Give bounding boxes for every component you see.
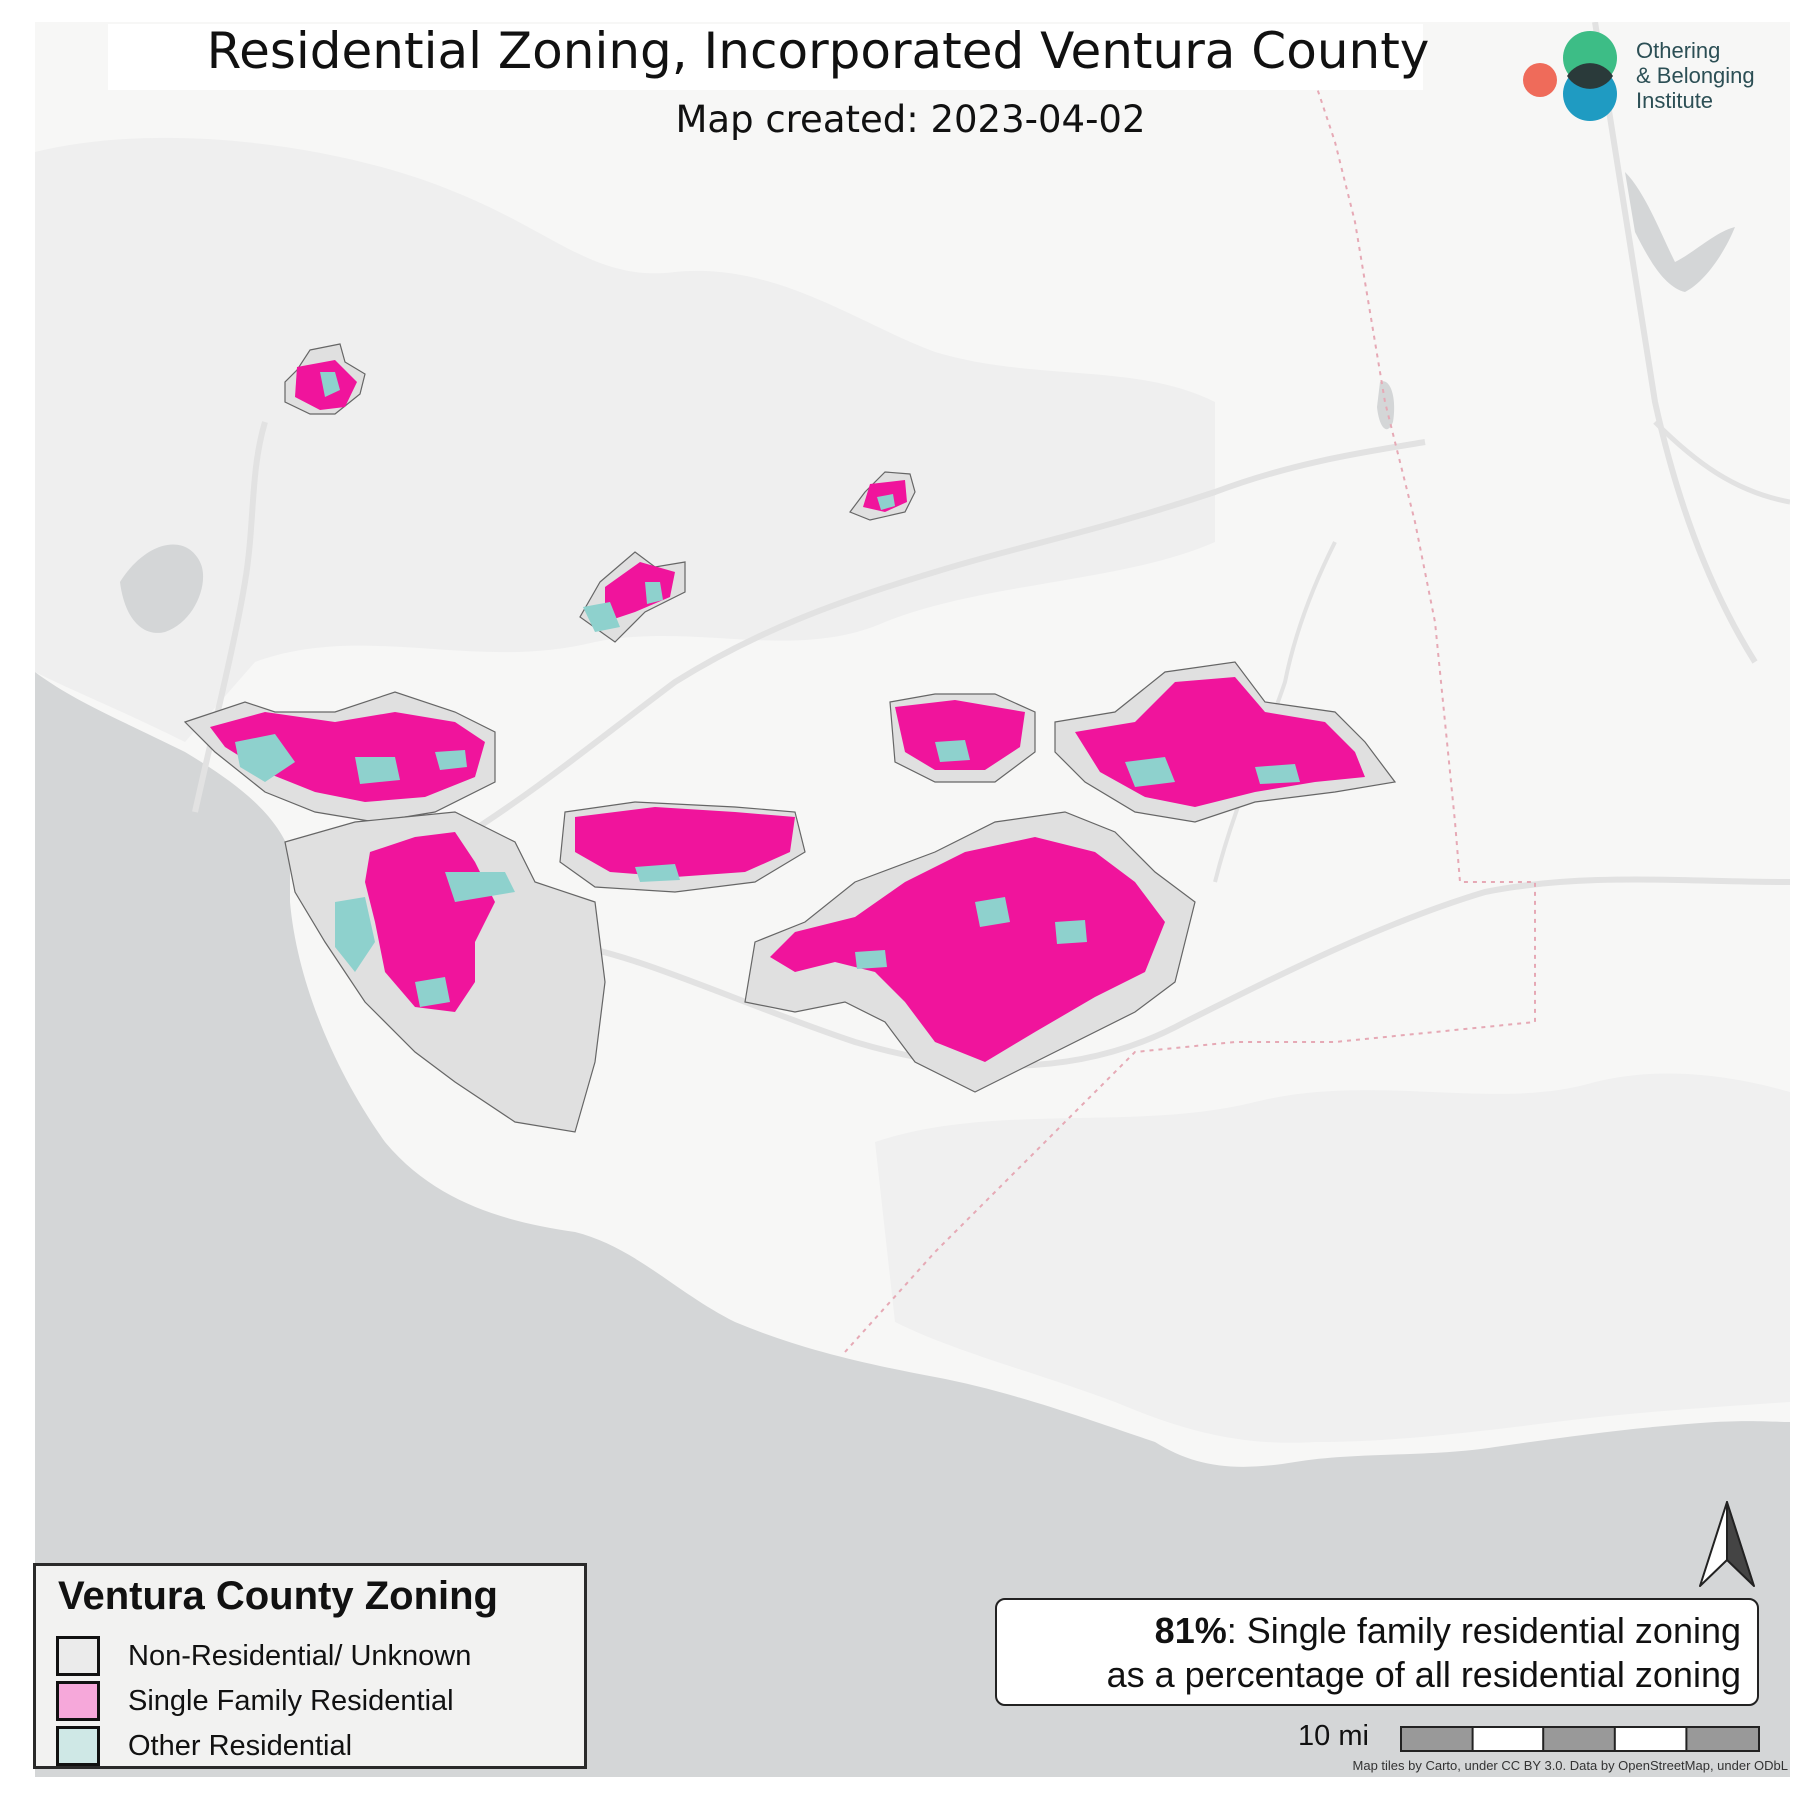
logo-coral-dot bbox=[1523, 63, 1557, 97]
stat-callout: 81%: Single family residential zoning as… bbox=[995, 1598, 1759, 1706]
city-simi-valley bbox=[1054, 661, 1397, 823]
map-frame[interactable] bbox=[35, 22, 1790, 1777]
other-residential-zone bbox=[235, 734, 295, 782]
map-title: Residential Zoning, Incorporated Ventura… bbox=[206, 22, 1430, 80]
other-residential-zone bbox=[877, 494, 895, 510]
legend-label: Non-Residential/ Unknown bbox=[128, 1640, 472, 1672]
other-residential-zone bbox=[355, 757, 400, 784]
other-residential-zone bbox=[1055, 920, 1087, 944]
basemap bbox=[35, 22, 1790, 1777]
map-subtitle: Map created: 2023-04-02 bbox=[675, 98, 1146, 141]
logo-text: Othering & Belonging Institute bbox=[1636, 38, 1755, 113]
highway-101-east bbox=[554, 876, 1790, 1069]
logo-line-2: & Belonging bbox=[1636, 63, 1755, 88]
legend-swatch bbox=[56, 1636, 100, 1676]
other-residential-zone bbox=[335, 897, 375, 972]
other-residential-zone bbox=[320, 372, 340, 397]
legend-label: Single Family Residential bbox=[128, 1685, 454, 1717]
stat-line-1-text: : Single family residential zoning bbox=[1226, 1610, 1741, 1651]
stat-line-2: as a percentage of all residential zonin… bbox=[1106, 1654, 1741, 1695]
scale-label: 10 mi bbox=[1298, 1720, 1369, 1752]
city-ventura bbox=[183, 691, 496, 823]
stat-value: 81% bbox=[1154, 1610, 1227, 1651]
county-line bbox=[844, 81, 1536, 1353]
single-family-zone bbox=[575, 807, 795, 877]
other-residential-zone bbox=[1255, 764, 1300, 784]
lake-pyramid bbox=[1625, 172, 1735, 292]
logo-line-3: Institute bbox=[1636, 88, 1714, 113]
legend-title: Ventura County Zoning bbox=[58, 1574, 498, 1618]
lake-small bbox=[1377, 381, 1395, 430]
title-background bbox=[108, 24, 1423, 90]
other-residential-zone bbox=[645, 582, 663, 604]
stat-line-1: 81%: Single family residential zoning bbox=[1155, 1610, 1741, 1652]
ocean bbox=[35, 672, 1790, 1777]
city-santa-paula bbox=[579, 551, 686, 643]
north-arrow-icon bbox=[1699, 1501, 1755, 1587]
lake-casitas bbox=[120, 544, 204, 633]
single-family-zone bbox=[895, 700, 1025, 770]
single-family-zone bbox=[210, 712, 485, 802]
logo-line-1: Othering bbox=[1636, 38, 1721, 63]
city-thousand-oaks bbox=[744, 811, 1196, 1093]
hills-area-2 bbox=[875, 1073, 1790, 1443]
single-family-zone bbox=[770, 837, 1165, 1062]
highway-14 bbox=[1653, 420, 1790, 505]
other-residential-zone bbox=[445, 872, 515, 902]
other-residential-zone bbox=[435, 750, 467, 770]
other-residential-zone bbox=[583, 602, 620, 632]
logo-overlap bbox=[1567, 63, 1613, 89]
city-ojai bbox=[284, 343, 366, 415]
other-residential-zone bbox=[415, 977, 450, 1007]
other-residential-zone bbox=[975, 897, 1010, 927]
highway-23 bbox=[1213, 541, 1337, 883]
city-fillmore bbox=[849, 471, 916, 521]
scale-bar bbox=[1400, 1726, 1760, 1752]
city-moorpark bbox=[889, 693, 1036, 783]
legend-label: Other Residential bbox=[128, 1730, 353, 1762]
legend-swatch bbox=[56, 1726, 100, 1766]
legend: Ventura County Zoning Non-Residential/ U… bbox=[33, 1563, 587, 1769]
city-oxnard bbox=[284, 811, 606, 1133]
othering-belonging-logo-icon bbox=[1523, 31, 1617, 121]
attribution: Map tiles by Carto, under CC BY 3.0. Dat… bbox=[1352, 1758, 1788, 1773]
legend-swatch bbox=[56, 1681, 100, 1721]
other-residential-zone bbox=[1125, 757, 1175, 787]
city-camarillo bbox=[559, 801, 806, 893]
other-residential-zone bbox=[855, 950, 887, 969]
hills-area bbox=[35, 137, 1215, 742]
other-residential-zone bbox=[935, 740, 970, 762]
single-family-zone bbox=[605, 562, 675, 622]
other-residential-zone bbox=[635, 864, 680, 882]
highway-126 bbox=[453, 439, 1426, 845]
highway-5 bbox=[1592, 22, 1758, 664]
